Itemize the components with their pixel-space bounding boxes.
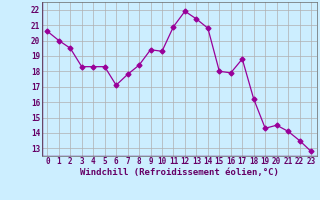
X-axis label: Windchill (Refroidissement éolien,°C): Windchill (Refroidissement éolien,°C) <box>80 168 279 177</box>
